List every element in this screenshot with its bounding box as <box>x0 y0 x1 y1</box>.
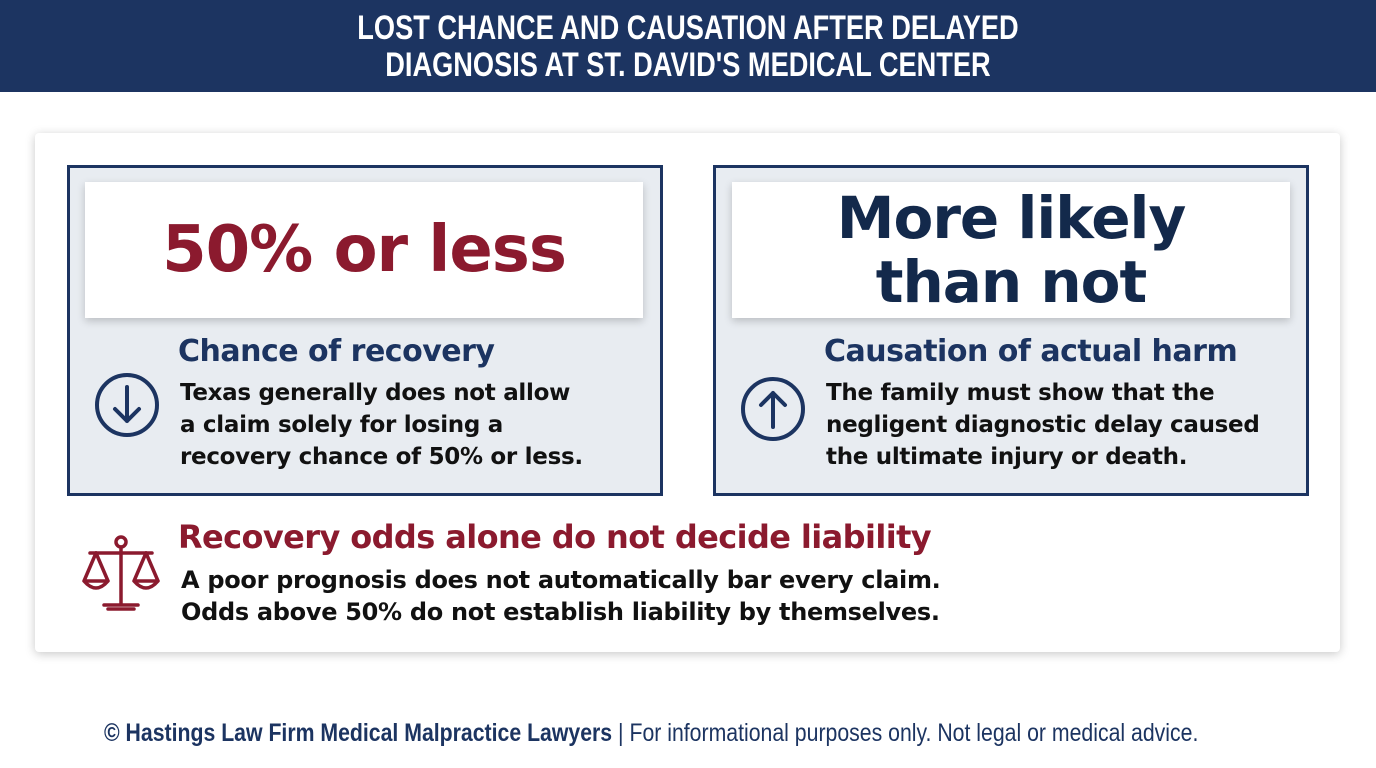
note-body: A poor prognosis does not automatically … <box>181 564 941 628</box>
body-line: recovery chance of 50% or less. <box>180 444 583 470</box>
up-arrow-icon <box>741 377 805 441</box>
headline-box: More likely than not <box>732 182 1290 318</box>
card-heading: Causation of actual harm <box>824 334 1238 369</box>
title-line: DIAGNOSIS AT ST. DAVID'S MEDICAL CENTER <box>385 46 991 84</box>
title-line: LOST CHANCE AND CAUSATION AFTER DELAYED <box>357 9 1019 47</box>
card-body: Texas generally does not allow a claim s… <box>180 377 583 473</box>
headline-box: 50% or less <box>85 182 643 318</box>
headline: than not <box>875 248 1148 316</box>
body-line: The family must show that the <box>826 380 1215 406</box>
note-heading: Recovery odds alone do not decide liabil… <box>178 518 932 556</box>
headline: 50% or less <box>162 213 567 287</box>
body-line: A poor prognosis does not automatically … <box>181 566 941 594</box>
body-line: Odds above 50% do not establish liabilit… <box>181 598 940 626</box>
body-line: negligent diagnostic delay caused <box>826 412 1260 438</box>
body-line: Texas generally does not allow <box>180 380 571 406</box>
footer-note: | For informational purposes only. Not l… <box>618 719 1199 747</box>
card-heading: Chance of recovery <box>178 334 495 369</box>
body-line: a claim solely for losing a <box>180 412 503 438</box>
footer: © Hastings Law Firm Medical Malpractice … <box>104 719 1198 748</box>
headline: More likely <box>836 184 1186 252</box>
header: LOST CHANCE AND CAUSATION AFTER DELAYED … <box>0 0 1376 92</box>
scales-icon <box>82 535 160 611</box>
footer-owner: © Hastings Law Firm Medical Malpractice … <box>104 719 613 747</box>
card-body: The family must show that the negligent … <box>826 377 1260 473</box>
body-line: the ultimate injury or death. <box>826 444 1188 470</box>
down-arrow-icon <box>95 373 159 437</box>
